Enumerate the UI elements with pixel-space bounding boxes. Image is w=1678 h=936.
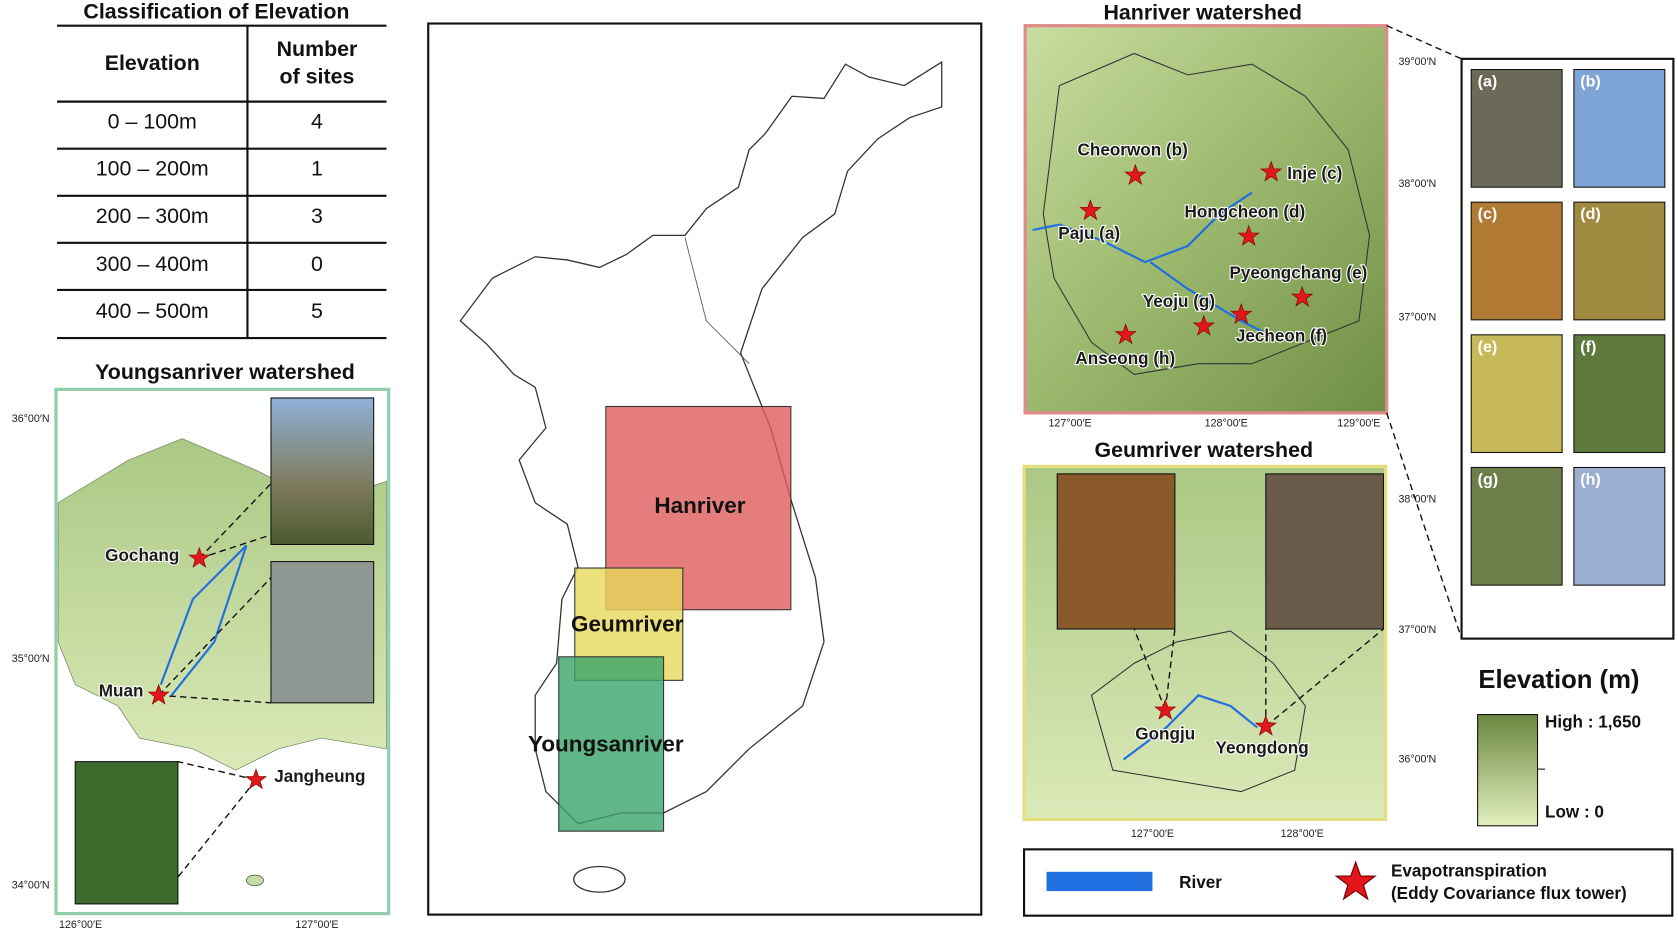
site-label: Cheorwon (b)	[1078, 140, 1188, 159]
site-label: Anseong (h)	[1075, 349, 1175, 368]
han-frame	[1023, 24, 1389, 415]
photo-label: (f)	[1580, 338, 1596, 356]
site-label: Yeoju (g)	[1143, 292, 1215, 311]
photo-label: (c)	[1478, 205, 1498, 223]
lon-label: 128°00′E	[1281, 828, 1324, 840]
table-header: Elevation	[105, 51, 200, 75]
elevation-table	[57, 24, 387, 340]
lon-label: 127°00′E	[1048, 417, 1091, 429]
photo	[1470, 334, 1563, 454]
legend-label: High : 1,650	[1545, 713, 1641, 732]
lat-label: 37°00′N	[1398, 624, 1436, 636]
table-cell: 300 – 400m	[96, 252, 209, 276]
photo	[1573, 68, 1666, 188]
youngsanriver-box	[558, 656, 665, 832]
korea-outline	[459, 60, 943, 825]
photo	[1573, 466, 1666, 586]
lat-label: 39°00′N	[1398, 56, 1436, 68]
photo-label: (h)	[1580, 471, 1600, 489]
panel-title: Youngsanriver watershed	[95, 360, 355, 384]
lat-label: 35°00′N	[12, 653, 50, 665]
river-swatch	[1046, 871, 1153, 892]
legend-label: (Eddy Covariance flux tower)	[1391, 884, 1627, 903]
photo	[270, 397, 375, 546]
photo-label: (b)	[1580, 73, 1600, 91]
table-cell: 3	[311, 204, 323, 228]
photo	[1573, 334, 1666, 454]
lat-label: 36°00′N	[1398, 753, 1436, 765]
photo	[270, 561, 375, 704]
photo	[1573, 201, 1666, 321]
lon-label: 126°00′E	[59, 919, 102, 931]
table-header: of sites	[280, 65, 355, 89]
lat-label: 34°00′N	[12, 880, 50, 892]
photo-label: (a)	[1478, 73, 1498, 91]
legend-label: River	[1179, 873, 1222, 892]
photo-label: (d)	[1580, 205, 1600, 223]
legend-label: Low : 0	[1545, 802, 1604, 821]
table-cell: 4	[311, 110, 323, 134]
photo	[74, 761, 179, 905]
watershed	[1042, 52, 1371, 375]
lon-label: 128°00′E	[1205, 417, 1248, 429]
lat-label: 38°00′N	[1398, 178, 1436, 190]
region-label: Hanriver	[654, 493, 745, 518]
photo	[1470, 68, 1563, 188]
legend-label: Evapotranspiration	[1391, 861, 1547, 880]
table-cell: 100 – 200m	[96, 157, 209, 181]
legend-title: Elevation (m)	[1478, 666, 1639, 694]
table-cell: 400 – 500m	[96, 299, 209, 323]
table-cell: 1	[311, 157, 323, 181]
photo	[1265, 473, 1385, 630]
lat-label: 38°00′N	[1398, 493, 1436, 505]
river	[1122, 694, 1258, 761]
site-label: Yeongdong	[1216, 738, 1309, 757]
leader-lines	[158, 483, 272, 878]
lon-label: 129°00′E	[1337, 417, 1380, 429]
region-label: Youngsanriver	[528, 732, 684, 757]
site-label: Muan	[99, 682, 144, 701]
river	[1032, 191, 1264, 333]
site-label: Hongcheon (d)	[1185, 202, 1306, 221]
site-label: Jecheon (f)	[1236, 326, 1327, 345]
site-label: Paju (a)	[1058, 224, 1120, 243]
lat-label: 36°00′N	[12, 413, 50, 425]
panel-title: Hanriver watershed	[1103, 1, 1301, 25]
table-title: Classification of Elevation	[83, 0, 349, 23]
photo	[1056, 473, 1176, 630]
watershed	[1090, 630, 1306, 793]
photo-label: (e)	[1478, 338, 1498, 356]
river	[159, 544, 248, 696]
region-label: Geumriver	[571, 612, 684, 637]
panel-title: Geumriver watershed	[1094, 438, 1313, 462]
lat-label: 37°00′N	[1398, 312, 1436, 324]
island	[246, 874, 264, 887]
site-label: Gongju	[1135, 724, 1195, 743]
photo-label: (g)	[1478, 471, 1498, 489]
site-label: Gochang	[105, 546, 179, 565]
table-cell: 200 – 300m	[96, 204, 209, 228]
photo	[1470, 466, 1563, 586]
table-cell: 5	[311, 299, 323, 323]
elevation-ramp	[1477, 714, 1539, 827]
leader-lines	[1133, 628, 1384, 727]
lon-label: 127°00′E	[1131, 828, 1174, 840]
boundary	[684, 237, 750, 365]
site-label: Jangheung	[274, 767, 365, 786]
jeju-island	[573, 865, 626, 893]
leader-lines	[1386, 25, 1463, 639]
lon-label: 127°00′E	[295, 919, 338, 931]
site-label: Inje (c)	[1287, 164, 1342, 183]
table-cell: 0 – 100m	[108, 110, 197, 134]
table-cell: 0	[311, 252, 323, 276]
table-header: Number	[277, 37, 358, 61]
photo	[1470, 201, 1563, 321]
site-label: Pyeongchang (e)	[1229, 263, 1367, 282]
